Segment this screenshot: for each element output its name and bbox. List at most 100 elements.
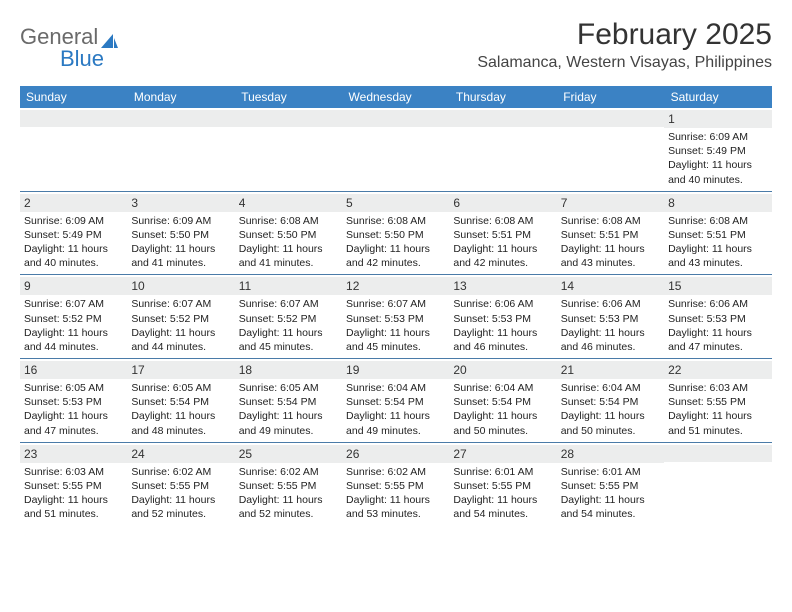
calendar-cell: 5Sunrise: 6:08 AMSunset: 5:50 PMDaylight…	[342, 191, 449, 275]
day-number: 24	[127, 445, 234, 463]
calendar-cell: 1Sunrise: 6:09 AMSunset: 5:49 PMDaylight…	[664, 108, 771, 191]
sunrise-text: Sunrise: 6:04 AM	[453, 381, 552, 395]
day-number	[664, 445, 771, 462]
calendar-cell: 12Sunrise: 6:07 AMSunset: 5:53 PMDayligh…	[342, 275, 449, 359]
sunrise-text: Sunrise: 6:06 AM	[561, 297, 660, 311]
calendar-cell: 3Sunrise: 6:09 AMSunset: 5:50 PMDaylight…	[127, 191, 234, 275]
sunrise-text: Sunrise: 6:07 AM	[346, 297, 445, 311]
day-number: 8	[664, 194, 771, 212]
sunset-text: Sunset: 5:54 PM	[453, 395, 552, 409]
sunset-text: Sunset: 5:52 PM	[239, 312, 338, 326]
sunset-text: Sunset: 5:51 PM	[668, 228, 767, 242]
sunset-text: Sunset: 5:51 PM	[453, 228, 552, 242]
sunset-text: Sunset: 5:55 PM	[561, 479, 660, 493]
sunset-text: Sunset: 5:54 PM	[346, 395, 445, 409]
day-number: 4	[235, 194, 342, 212]
calendar-cell: 20Sunrise: 6:04 AMSunset: 5:54 PMDayligh…	[449, 359, 556, 443]
day-number	[449, 110, 556, 127]
day-number	[557, 110, 664, 127]
sunset-text: Sunset: 5:54 PM	[131, 395, 230, 409]
day-number: 12	[342, 277, 449, 295]
sunset-text: Sunset: 5:50 PM	[239, 228, 338, 242]
day-details: Sunrise: 6:08 AMSunset: 5:51 PMDaylight:…	[668, 214, 767, 271]
sunset-text: Sunset: 5:53 PM	[561, 312, 660, 326]
day-details: Sunrise: 6:06 AMSunset: 5:53 PMDaylight:…	[668, 297, 767, 354]
daylight-text: Daylight: 11 hours and 45 minutes.	[239, 326, 338, 354]
day-number: 11	[235, 277, 342, 295]
calendar-cell	[342, 108, 449, 191]
calendar-cell: 15Sunrise: 6:06 AMSunset: 5:53 PMDayligh…	[664, 275, 771, 359]
sunset-text: Sunset: 5:55 PM	[239, 479, 338, 493]
calendar-cell: 24 Sunrise: 6:02 AMSunset: 5:55 PMDayligh…	[127, 442, 234, 525]
day-number: 3	[127, 194, 234, 212]
day-details: Sunrise: 6:04 AMSunset: 5:54 PMDaylight:…	[346, 381, 445, 438]
title-block: February 2025 Salamanca, Western Visayas…	[477, 18, 772, 72]
sunset-text: Sunset: 5:49 PM	[24, 228, 123, 242]
calendar-cell: 17Sunrise: 6:05 AMSunset: 5:54 PMDayligh…	[127, 359, 234, 443]
calendar-cell: 13 Sunrise: 6:06 AMSunset: 5:53 PMDayligh…	[449, 275, 556, 359]
calendar-cell: 28Sunrise: 6:01 AMSunset: 5:55 PMDayligh…	[557, 442, 664, 525]
daylight-text: Daylight: 11 hours and 51 minutes.	[24, 493, 123, 521]
sunrise-text: Sunrise: 6:08 AM	[561, 214, 660, 228]
daylight-text: Daylight: 11 hours and 52 minutes.	[239, 493, 338, 521]
sunset-text: Sunset: 5:50 PM	[131, 228, 230, 242]
day-details: Sunrise: 6:05 AMSunset: 5:54 PMDaylight:…	[239, 381, 338, 438]
day-number: 25	[235, 445, 342, 463]
day-details: Sunrise: 6:04 AMSunset: 5:54 PMDaylight:…	[561, 381, 660, 438]
day-number: 18	[235, 361, 342, 379]
calendar-week-row: 9Sunrise: 6:07 AMSunset: 5:52 PMDaylight…	[20, 275, 772, 359]
day-number	[127, 110, 234, 127]
day-details: Sunrise: 6:08 AMSunset: 5:51 PMDaylight:…	[561, 214, 660, 271]
day-details: Sunrise: 6:08 AMSunset: 5:50 PMDaylight:…	[239, 214, 338, 271]
day-details: Sunrise: 6:01 AMSunset: 5:55 PMDaylight:…	[561, 465, 660, 522]
day-number: 7	[557, 194, 664, 212]
sunset-text: Sunset: 5:55 PM	[24, 479, 123, 493]
day-details: Sunrise: 6:06 AMSunset: 5:53 PMDaylight:…	[453, 297, 552, 354]
page-header: GeneralBlue February 2025 Salamanca, Wes…	[20, 18, 772, 72]
sunrise-text: Sunrise: 6:02 AM	[131, 465, 230, 479]
calendar-week-row: 1Sunrise: 6:09 AMSunset: 5:49 PMDaylight…	[20, 108, 772, 191]
day-number: 6	[449, 194, 556, 212]
calendar-cell: 9Sunrise: 6:07 AMSunset: 5:52 PMDaylight…	[20, 275, 127, 359]
calendar-cell: 14 Sunrise: 6:06 AMSunset: 5:53 PMDayligh…	[557, 275, 664, 359]
day-number: 26	[342, 445, 449, 463]
sunset-text: Sunset: 5:55 PM	[131, 479, 230, 493]
daylight-text: Daylight: 11 hours and 52 minutes.	[131, 493, 230, 521]
day-details: Sunrise: 6:02 AMSunset: 5:55 PMDaylight:…	[239, 465, 338, 522]
day-details: Sunrise: 6:07 AMSunset: 5:52 PMDaylight:…	[239, 297, 338, 354]
calendar-cell	[235, 108, 342, 191]
day-details: Sunrise: 6:08 AMSunset: 5:51 PMDaylight:…	[453, 214, 552, 271]
daylight-text: Daylight: 11 hours and 48 minutes.	[131, 409, 230, 437]
day-number	[20, 110, 127, 127]
calendar-cell	[449, 108, 556, 191]
calendar-cell: 27Sunrise: 6:01 AMSunset: 5:55 PMDayligh…	[449, 442, 556, 525]
calendar-week-row: 23Sunrise: 6:03 AMSunset: 5:55 PMDayligh…	[20, 442, 772, 525]
sunrise-text: Sunrise: 6:09 AM	[131, 214, 230, 228]
day-header: Sunday	[20, 86, 127, 108]
day-number: 14	[557, 277, 664, 295]
sunrise-text: Sunrise: 6:07 AM	[131, 297, 230, 311]
day-number: 19	[342, 361, 449, 379]
calendar-cell: 2Sunrise: 6:09 AMSunset: 5:49 PMDaylight…	[20, 191, 127, 275]
day-number: 13	[449, 277, 556, 295]
calendar-cell: 19 Sunrise: 6:04 AMSunset: 5:54 PMDayligh…	[342, 359, 449, 443]
calendar-cell: 23Sunrise: 6:03 AMSunset: 5:55 PMDayligh…	[20, 442, 127, 525]
daylight-text: Daylight: 11 hours and 51 minutes.	[668, 409, 767, 437]
day-details: Sunrise: 6:04 AMSunset: 5:54 PMDaylight:…	[453, 381, 552, 438]
daylight-text: Daylight: 11 hours and 50 minutes.	[561, 409, 660, 437]
daylight-text: Daylight: 11 hours and 46 minutes.	[561, 326, 660, 354]
daylight-text: Daylight: 11 hours and 50 minutes.	[453, 409, 552, 437]
day-details: Sunrise: 6:07 AMSunset: 5:52 PMDaylight:…	[24, 297, 123, 354]
daylight-text: Daylight: 11 hours and 41 minutes.	[239, 242, 338, 270]
day-header: Monday	[127, 86, 234, 108]
sunset-text: Sunset: 5:53 PM	[453, 312, 552, 326]
sunset-text: Sunset: 5:54 PM	[239, 395, 338, 409]
sunrise-text: Sunrise: 6:09 AM	[668, 130, 767, 144]
day-number: 22	[664, 361, 771, 379]
sunrise-text: Sunrise: 6:04 AM	[561, 381, 660, 395]
calendar-cell: 11 Sunrise: 6:07 AMSunset: 5:52 PMDayligh…	[235, 275, 342, 359]
calendar-cell: 21Sunrise: 6:04 AMSunset: 5:54 PMDayligh…	[557, 359, 664, 443]
calendar-week-row: 16Sunrise: 6:05 AMSunset: 5:53 PMDayligh…	[20, 359, 772, 443]
calendar-cell: 25 Sunrise: 6:02 AMSunset: 5:55 PMDayligh…	[235, 442, 342, 525]
sunset-text: Sunset: 5:53 PM	[668, 312, 767, 326]
